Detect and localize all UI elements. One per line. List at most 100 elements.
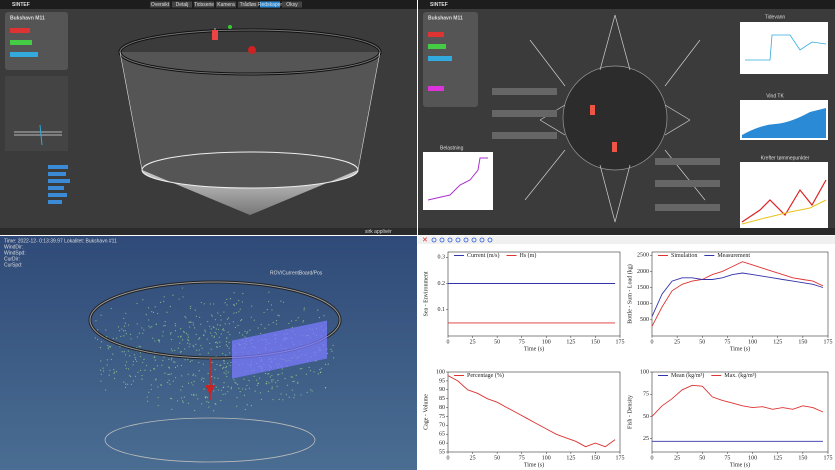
particle [219, 345, 221, 348]
tab-label[interactable]: Trådløs [240, 1, 257, 8]
series-line [651, 384, 824, 417]
particle [319, 369, 321, 371]
tab[interactable] [172, 1, 192, 8]
x-tick-label: 100 [748, 339, 757, 345]
y-tick-label: 1000 [637, 301, 649, 307]
particle [121, 328, 123, 330]
particle [167, 381, 169, 384]
tab-label[interactable]: Tidsserie [194, 2, 214, 8]
y-tick-label: 2000 [637, 269, 649, 275]
x-tick-label: 150 [591, 455, 600, 461]
tab[interactable] [150, 1, 170, 8]
x-tick-label: 75 [724, 339, 730, 345]
particle [166, 311, 168, 313]
particle [125, 361, 128, 363]
particle [202, 363, 204, 365]
tab[interactable] [238, 1, 258, 8]
particle [272, 379, 274, 381]
particle [181, 400, 184, 402]
tab-label[interactable]: Kamera [217, 2, 235, 8]
particle [250, 316, 252, 318]
particle [174, 323, 176, 325]
y-axis-label: Sea - Environment [423, 271, 429, 316]
particle [216, 346, 218, 348]
particle [136, 302, 138, 305]
particle [157, 396, 159, 399]
particle [181, 385, 184, 388]
y-tick-label: 0.3 [438, 255, 446, 261]
tab-label[interactable]: Detalj [176, 2, 189, 8]
particle [194, 309, 196, 311]
particle [280, 300, 282, 302]
particle [226, 304, 228, 306]
tab[interactable] [194, 1, 214, 8]
close-icon[interactable]: ✕ [422, 237, 428, 244]
particle [206, 338, 208, 340]
particle [176, 365, 179, 367]
y-tick-label: 0.2 [438, 281, 446, 287]
x-tick-label: 75 [724, 455, 730, 461]
tab[interactable] [282, 1, 302, 8]
particle [275, 382, 277, 384]
particle [233, 292, 235, 294]
particle [213, 326, 215, 329]
tab-label[interactable]: Oksy [286, 2, 298, 8]
particle [112, 337, 114, 340]
particle [194, 410, 196, 412]
cage-bottom [104, 417, 316, 463]
particle [226, 298, 228, 301]
particle [282, 301, 285, 303]
particle [112, 353, 114, 355]
particle [125, 312, 127, 314]
particle [152, 311, 155, 313]
tab[interactable] [260, 1, 280, 8]
particle [193, 327, 196, 329]
particle [192, 344, 194, 347]
legend-label: Measurement [717, 253, 750, 259]
particle [206, 401, 208, 403]
particle [108, 374, 110, 376]
particle [278, 398, 280, 400]
series-line [651, 261, 824, 327]
toolbar-icons[interactable] [431, 237, 493, 243]
particle [308, 366, 310, 369]
tab-label[interactable]: Oversikt [151, 2, 170, 8]
indicator [428, 32, 444, 37]
tab[interactable] [216, 1, 236, 8]
particle [124, 354, 127, 356]
particle [295, 319, 297, 321]
particle [295, 374, 297, 376]
particle [323, 315, 325, 317]
particle [241, 319, 243, 321]
tab-label[interactable]: Redskaper [258, 2, 283, 8]
particle [217, 389, 219, 391]
particle [243, 378, 245, 380]
particle [184, 348, 186, 350]
particle [159, 301, 162, 303]
particle [143, 329, 145, 331]
particle [143, 358, 145, 360]
particle [158, 341, 160, 343]
particle [97, 329, 99, 331]
particle [270, 304, 272, 306]
particle [133, 354, 136, 356]
particle [130, 383, 133, 385]
particle [182, 296, 184, 298]
particle [215, 386, 217, 388]
particle [213, 410, 215, 412]
particle [242, 388, 244, 390]
particle [169, 333, 172, 335]
particle [187, 358, 189, 360]
particle [253, 375, 255, 377]
particle [134, 357, 136, 359]
particle [259, 392, 262, 394]
particle [303, 307, 305, 309]
particle [266, 380, 268, 383]
particle [306, 391, 308, 394]
footer-button[interactable]: sirk applivér [365, 229, 392, 235]
particle [213, 335, 216, 337]
particle [181, 287, 183, 289]
particle [127, 383, 129, 385]
particle [144, 369, 146, 371]
particle [197, 338, 200, 340]
